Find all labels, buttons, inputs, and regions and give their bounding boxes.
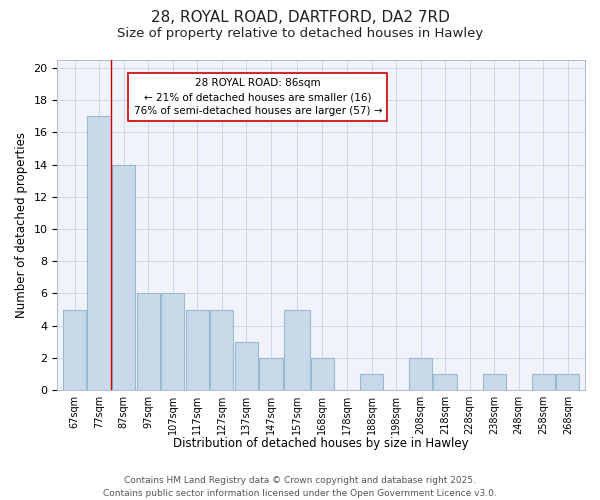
Bar bbox=[210, 310, 233, 390]
Text: 28 ROYAL ROAD: 86sqm
← 21% of detached houses are smaller (16)
76% of semi-detac: 28 ROYAL ROAD: 86sqm ← 21% of detached h… bbox=[134, 78, 382, 116]
X-axis label: Distribution of detached houses by size in Hawley: Distribution of detached houses by size … bbox=[173, 437, 469, 450]
Bar bbox=[112, 164, 136, 390]
Bar bbox=[137, 294, 160, 390]
Bar bbox=[235, 342, 258, 390]
Bar bbox=[259, 358, 283, 390]
Bar bbox=[311, 358, 334, 390]
Bar bbox=[482, 374, 506, 390]
Bar bbox=[63, 310, 86, 390]
Bar bbox=[161, 294, 184, 390]
Bar bbox=[556, 374, 580, 390]
Text: Contains HM Land Registry data © Crown copyright and database right 2025.
Contai: Contains HM Land Registry data © Crown c… bbox=[103, 476, 497, 498]
Text: 28, ROYAL ROAD, DARTFORD, DA2 7RD: 28, ROYAL ROAD, DARTFORD, DA2 7RD bbox=[151, 10, 449, 25]
Bar bbox=[532, 374, 555, 390]
Y-axis label: Number of detached properties: Number of detached properties bbox=[15, 132, 28, 318]
Bar bbox=[185, 310, 209, 390]
Text: Size of property relative to detached houses in Hawley: Size of property relative to detached ho… bbox=[117, 28, 483, 40]
Bar bbox=[433, 374, 457, 390]
Bar bbox=[409, 358, 432, 390]
Bar bbox=[284, 310, 310, 390]
Bar bbox=[360, 374, 383, 390]
Bar bbox=[88, 116, 111, 390]
